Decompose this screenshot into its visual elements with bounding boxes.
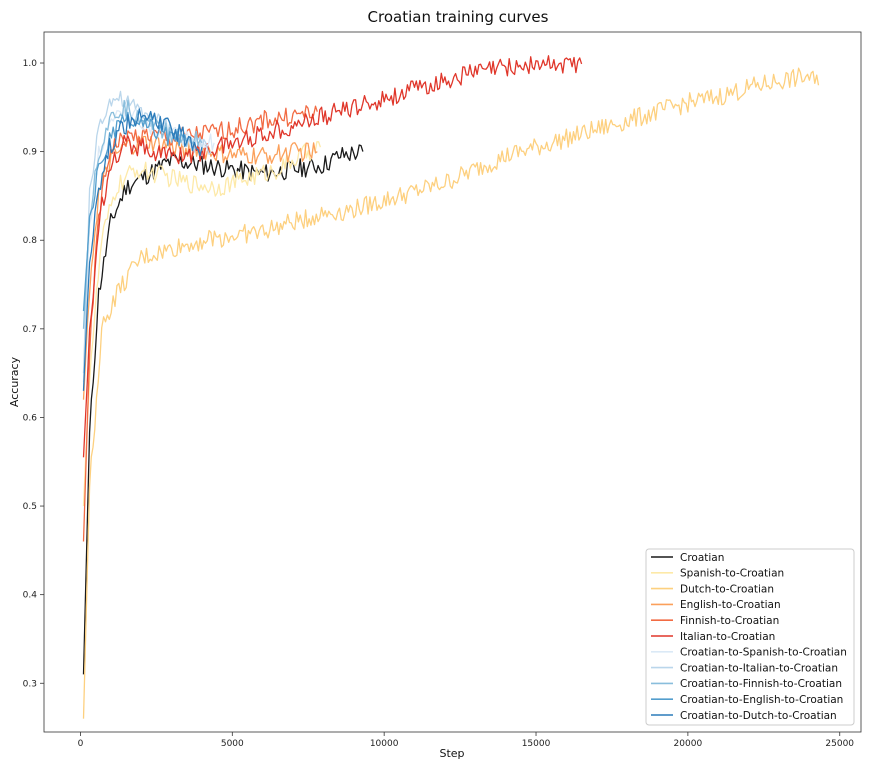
x-tick-label: 10000 [370, 739, 399, 749]
legend-label: Croatian-to-Dutch-to-Croatian [680, 710, 837, 722]
series-line [82, 141, 322, 507]
legend-label: Croatian-to-English-to-Croatian [680, 694, 843, 706]
y-tick-label: 0.8 [23, 236, 38, 246]
legend-items: Croatian Spanish-to-Croatian Dutch-to-Croa… [651, 552, 847, 722]
series-line [82, 108, 203, 391]
y-axis: 0.3 0.4 0.5 0.6 0.7 0.8 0.9 1.0 [23, 59, 44, 689]
y-tick-label: 1.0 [23, 59, 38, 69]
legend-label: Dutch-to-Croatian [680, 583, 774, 595]
series-line [82, 67, 820, 719]
x-tick-label: 5000 [221, 739, 244, 749]
y-tick-label: 0.4 [23, 591, 38, 601]
y-tick-label: 0.3 [23, 679, 37, 689]
x-tick-label: 20000 [674, 739, 703, 749]
legend-label: Croatian-to-Italian-to-Croatian [680, 662, 838, 674]
x-tick-label: 15000 [522, 739, 551, 749]
x-axis-label: Step [439, 747, 464, 760]
y-tick-label: 0.9 [23, 148, 38, 158]
legend-label: Finnish-to-Croatian [680, 615, 779, 627]
legend-label: Croatian-to-Finnish-to-Croatian [680, 678, 842, 690]
y-tick-label: 0.6 [23, 413, 38, 423]
legend-label: Croatian [680, 552, 724, 564]
legend-label: Italian-to-Croatian [680, 631, 775, 643]
x-axis: 0 5000 10000 15000 20000 25000 [78, 732, 854, 749]
legend-label: Spanish-to-Croatian [680, 568, 784, 580]
x-tick-label: 0 [78, 739, 84, 749]
series-line [82, 55, 583, 458]
chart-title: Croatian training curves [368, 8, 549, 26]
series-line [82, 144, 364, 675]
legend: Croatian Spanish-to-Croatian Dutch-to-Croa… [645, 548, 855, 726]
y-tick-label: 0.5 [23, 502, 37, 512]
y-tick-label: 0.7 [23, 325, 37, 335]
y-axis-label: Accuracy [8, 356, 21, 407]
x-tick-label: 25000 [825, 739, 854, 749]
legend-frame [645, 548, 855, 726]
legend-label: Croatian-to-Spanish-to-Croatian [680, 647, 847, 659]
series-layer [82, 55, 820, 719]
legend-label: English-to-Croatian [680, 599, 781, 611]
